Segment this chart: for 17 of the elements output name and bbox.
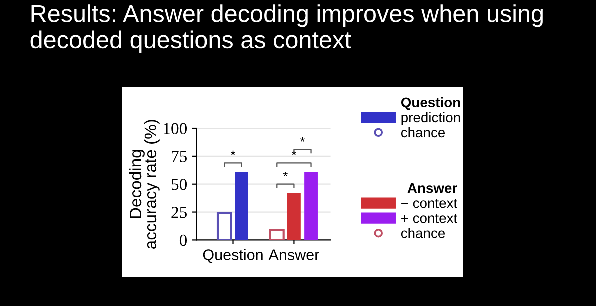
annotation: *: [300, 137, 305, 142]
legend-label: + context: [402, 214, 458, 224]
text: Answer: [408, 184, 458, 194]
legend-label: chance: [401, 127, 446, 138]
legend-label: chance: [401, 228, 446, 238]
annotation: *: [283, 172, 288, 176]
legend-label: − context: [402, 199, 458, 208]
y-axis-title: Decoding accuracy rate (%): [129, 120, 160, 249]
legend-label: prediction: [402, 112, 460, 126]
annotation: *: [231, 150, 236, 156]
chart-title: Results: Answer decoding improves when using decoded questions as context: [30, 4, 543, 54]
legend-title: Question: [401, 97, 460, 110]
y-tick-label: 25: [172, 207, 187, 218]
y-tick-label: 50: [172, 179, 188, 190]
y-tick-label: 75: [172, 151, 187, 162]
y-tick-label: 100: [164, 123, 188, 134]
y-tick-label: 0: [180, 234, 188, 246]
